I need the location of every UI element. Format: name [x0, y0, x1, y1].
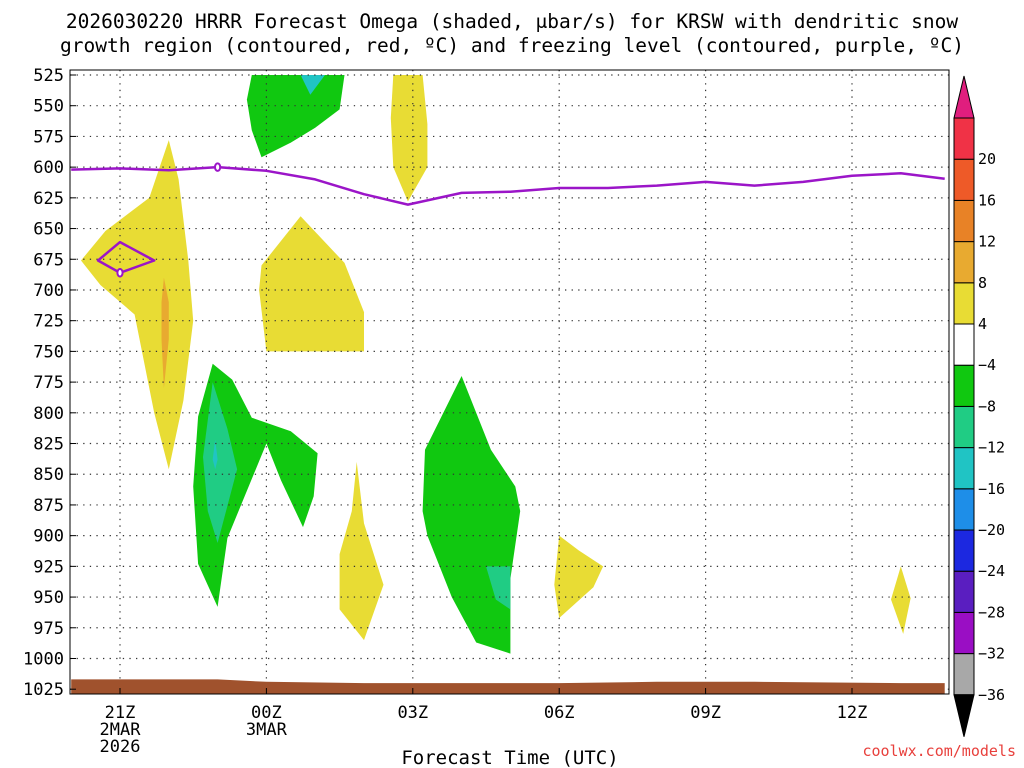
- x-tick-label-0-1: 2MAR: [100, 720, 142, 740]
- colorbar-label-11: 12: [978, 233, 996, 251]
- y-tick-label-925: 925: [33, 557, 64, 577]
- omega-region-1: [81, 140, 194, 470]
- omega-region-9: [212, 439, 218, 470]
- y-tick-label-850: 850: [33, 465, 64, 485]
- chart-title-line2: growth region (contoured, red, ºC) and f…: [60, 34, 964, 57]
- credit-text: coolwx.com/models: [862, 742, 1016, 760]
- colorbar-segment-9: [953, 282, 975, 325]
- colorbar-segment-3: [953, 529, 975, 572]
- y-tick-label-550: 550: [33, 97, 64, 117]
- colorbar-label-5: −16: [978, 480, 1005, 498]
- x-tick-label-6-0: 03Z: [397, 703, 428, 723]
- omega-region-12: [486, 566, 511, 610]
- y-tick-label-575: 575: [33, 127, 64, 147]
- colorbar-label-0: −36: [978, 686, 1005, 704]
- omega-shading-layer: [81, 75, 911, 654]
- colorbar-label-1: −32: [978, 645, 1005, 663]
- colorbar-segment-2: [953, 570, 975, 613]
- y-tick-label-600: 600: [33, 158, 64, 178]
- colorbar-segment-13: [953, 117, 975, 160]
- freezing-level-line: [71, 165, 945, 206]
- y-tick-label-625: 625: [33, 189, 64, 209]
- freezing-level-loop: [96, 240, 156, 275]
- x-axis-label: Forecast Time (UTC): [401, 747, 618, 768]
- omega-region-2: [161, 277, 169, 389]
- colorbar-segment-8: [953, 323, 975, 366]
- colorbar-label-12: 16: [978, 191, 996, 209]
- colorbar-label-13: 20: [978, 150, 996, 168]
- colorbar-label-7: −8: [978, 397, 996, 415]
- colorbar-over-arrow: [953, 75, 975, 119]
- y-tick-label-775: 775: [33, 373, 64, 393]
- freezing-level-label-1: [214, 162, 222, 172]
- y-tick-label-525: 525: [33, 66, 64, 86]
- colorbar-segment-1: [953, 611, 975, 655]
- y-tick-label-675: 675: [33, 250, 64, 270]
- x-tick-label-3-1: 3MAR: [246, 720, 288, 740]
- y-tick-label-875: 875: [33, 496, 64, 516]
- colorbar-segment-0: [953, 653, 975, 696]
- colorbar-segment-6: [953, 405, 975, 449]
- omega-region-6: [259, 216, 364, 352]
- freezing-level-label-2: [116, 267, 124, 278]
- x-tick-label-0-0: 21Z: [105, 703, 136, 723]
- y-tick-label-725: 725: [33, 312, 64, 332]
- y-tick-label-800: 800: [33, 404, 64, 424]
- omega-region-14: [891, 566, 911, 634]
- y-axis: 525 550 575 600 625 650 675 700 725 750 775 800 825 8…: [23, 66, 76, 700]
- omega-region-8: [203, 382, 238, 543]
- colorbar-under-arrow: [953, 694, 975, 737]
- x-tick-label-0-2: 2026: [100, 737, 141, 757]
- freezing-level-layer: [71, 162, 945, 278]
- x-tick-label-15-0: 12Z: [837, 703, 868, 723]
- x-tick-label-9-0: 06Z: [544, 703, 575, 723]
- y-tick-label-750: 750: [33, 342, 64, 362]
- colorbar-segment-7: [953, 364, 975, 407]
- colorbar-label-2: −28: [978, 603, 1005, 621]
- omega-region-4: [300, 75, 325, 95]
- colorbar-segment-12: [953, 158, 975, 201]
- colorbar-segment-4: [953, 488, 975, 531]
- chart-title-line1: 2026030220 HRRR Forecast Omega (shaded, …: [66, 10, 958, 33]
- omega-region-5: [390, 75, 428, 202]
- colorbar-label-3: −24: [978, 562, 1005, 580]
- colorbar-segment-5: [953, 447, 975, 490]
- y-tick-label-700: 700: [33, 281, 64, 301]
- omega-region-3: [246, 75, 345, 158]
- y-tick-label-1000: 1000: [23, 649, 64, 669]
- colorbar-label-9: 4: [978, 315, 987, 333]
- colorbar-segment-11: [953, 199, 975, 243]
- y-tick-label-1025: 1025: [23, 680, 64, 700]
- y-tick-label-900: 900: [33, 527, 64, 547]
- colorbar-segment-10: [953, 241, 975, 284]
- colorbar-label-10: 8: [978, 274, 987, 292]
- omega-region-10: [339, 461, 384, 641]
- y-tick-label-950: 950: [33, 588, 64, 608]
- colorbar-label-6: −12: [978, 439, 1005, 457]
- y-tick-label-975: 975: [33, 619, 64, 639]
- omega-region-11: [422, 376, 521, 654]
- colorbar-label-8: −4: [978, 356, 996, 374]
- y-tick-label-650: 650: [33, 220, 64, 240]
- omega-region-13: [554, 535, 604, 618]
- x-tick-label-3-0: 00Z: [251, 703, 282, 723]
- x-tick-label-12-0: 09Z: [690, 703, 721, 723]
- colorbar: −36 −32 −28 −24 −20 −16 −12 −8 −4 4 8 12 16 20: [953, 75, 1005, 737]
- terrain-fill: [71, 679, 945, 694]
- y-tick-label-825: 825: [33, 435, 64, 455]
- colorbar-label-4: −20: [978, 521, 1005, 539]
- terrain-layer: [71, 679, 945, 694]
